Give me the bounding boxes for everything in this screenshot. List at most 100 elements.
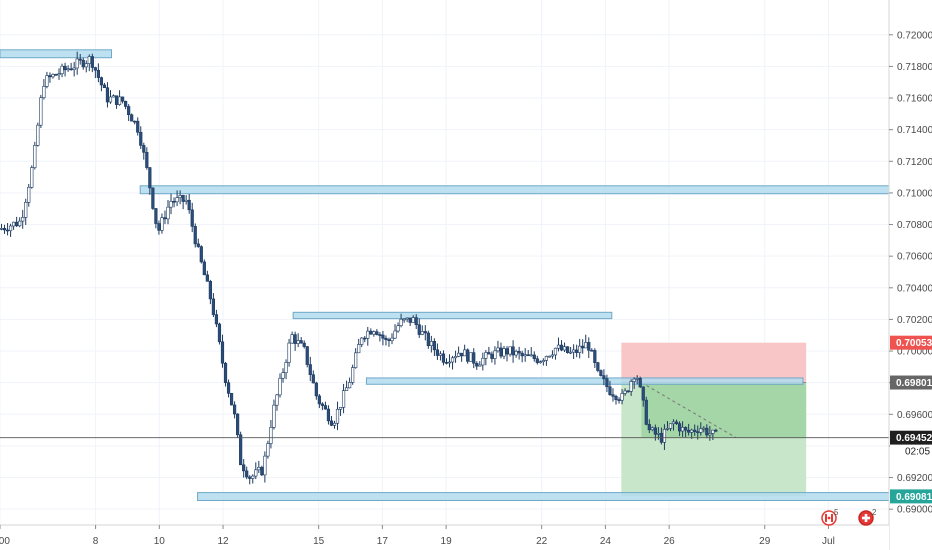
candle-body [514,350,518,356]
candle-body [163,217,167,220]
candle-body [484,352,488,359]
candle-body [148,167,152,189]
candle-body [493,350,497,359]
y-tick-label: 0.71200 [897,157,932,168]
candle-body [354,352,358,368]
candle-body [466,349,470,362]
candle-body [508,346,512,355]
position-tool[interactable] [621,342,807,497]
candle-body [587,342,591,351]
x-tick-label: 15 [313,536,325,547]
candle-body [475,362,479,367]
candle-body [54,74,58,76]
candle-body [705,427,709,436]
y-tick-label: 0.71400 [897,125,932,136]
candle-body [105,87,110,103]
candle-body [223,362,228,383]
price-badge-label: 0.70053 [896,338,932,349]
x-tick-label: 12 [217,536,229,547]
candle-body [211,298,216,315]
candle-body [614,396,618,400]
candle-body [18,220,22,227]
candle-body [199,246,203,263]
candle-body [550,354,555,357]
price-badge [890,430,932,445]
candle-body [184,199,188,202]
candle-body [317,395,321,405]
candle-body [396,325,400,332]
bar-countdown: 02:05 [905,447,930,458]
candle-body [205,274,209,282]
candle-body [481,357,485,366]
candle-body [114,95,119,105]
support-zone[interactable] [365,377,804,385]
candle-body [681,427,685,432]
price-badge-label: 0.69081 [896,492,932,503]
candle-body [139,131,143,146]
candle-body [172,200,176,203]
resistance-zone[interactable] [0,49,113,59]
candle-body [124,100,128,107]
candle-body [217,323,222,343]
candle-body [405,317,409,320]
candle-body [214,314,219,325]
canada-flag-icon[interactable]: 5 [821,508,839,526]
candle-body [520,352,524,357]
candle-body [499,347,503,357]
candle-body [366,330,370,339]
candle-body [181,195,185,202]
swiss-flag-icon[interactable]: 2 [858,508,877,526]
y-tick-label: 0.70600 [897,252,932,263]
swiss-event-count: 2 [872,508,877,517]
support-resistance-zones[interactable] [0,49,890,501]
candle-body [590,349,594,352]
candle-body [638,378,642,388]
support-zone[interactable] [197,492,890,501]
y-tick-label: 0.70400 [897,283,932,294]
stop-loss-zone[interactable] [621,342,807,383]
candle-body [93,67,97,71]
candle-body [84,63,88,68]
candle-body [260,466,264,476]
candle-body [42,86,46,98]
candle-body [157,223,161,231]
candle-body [593,350,597,363]
candle-body [387,339,391,342]
candle-body [272,404,276,428]
candle-body [208,281,212,300]
candle-body [293,334,297,344]
y-tick-label: 0.70000 [897,347,932,358]
candle-body [108,96,113,103]
candle-body [608,386,612,395]
resistance-zone[interactable] [139,185,890,195]
candle-body [344,387,349,391]
candle-body [0,228,4,230]
candle-body [363,337,367,340]
candle-body [290,334,294,344]
candle-body [257,466,261,471]
y-tick-label: 0.69200 [897,473,932,484]
resistance-zone[interactable] [292,311,613,320]
time-axis[interactable]: :00 8 10 12 15 17 19 22 24 26 29 Jul [0,525,835,547]
price-badge [890,489,932,504]
candle-body [251,475,255,479]
candle-body [187,199,191,211]
candle-body [620,393,624,401]
candle-body [320,403,324,406]
candle-body [190,209,194,227]
candle-body [36,124,40,146]
candle-body [278,377,282,396]
economic-event-markers[interactable]: 5 2 [821,508,877,526]
candle-body [130,114,134,122]
candle-body [629,381,633,392]
candle-body [399,318,403,327]
candle-body [236,413,240,436]
candle-body [596,362,600,371]
candle-body [632,378,636,382]
candle-body [444,362,449,364]
candle-body [656,433,660,435]
candle-body [266,443,270,457]
y-tick-label: 0.72000 [897,30,932,41]
price-badge-label: 0.69452 [896,433,932,444]
